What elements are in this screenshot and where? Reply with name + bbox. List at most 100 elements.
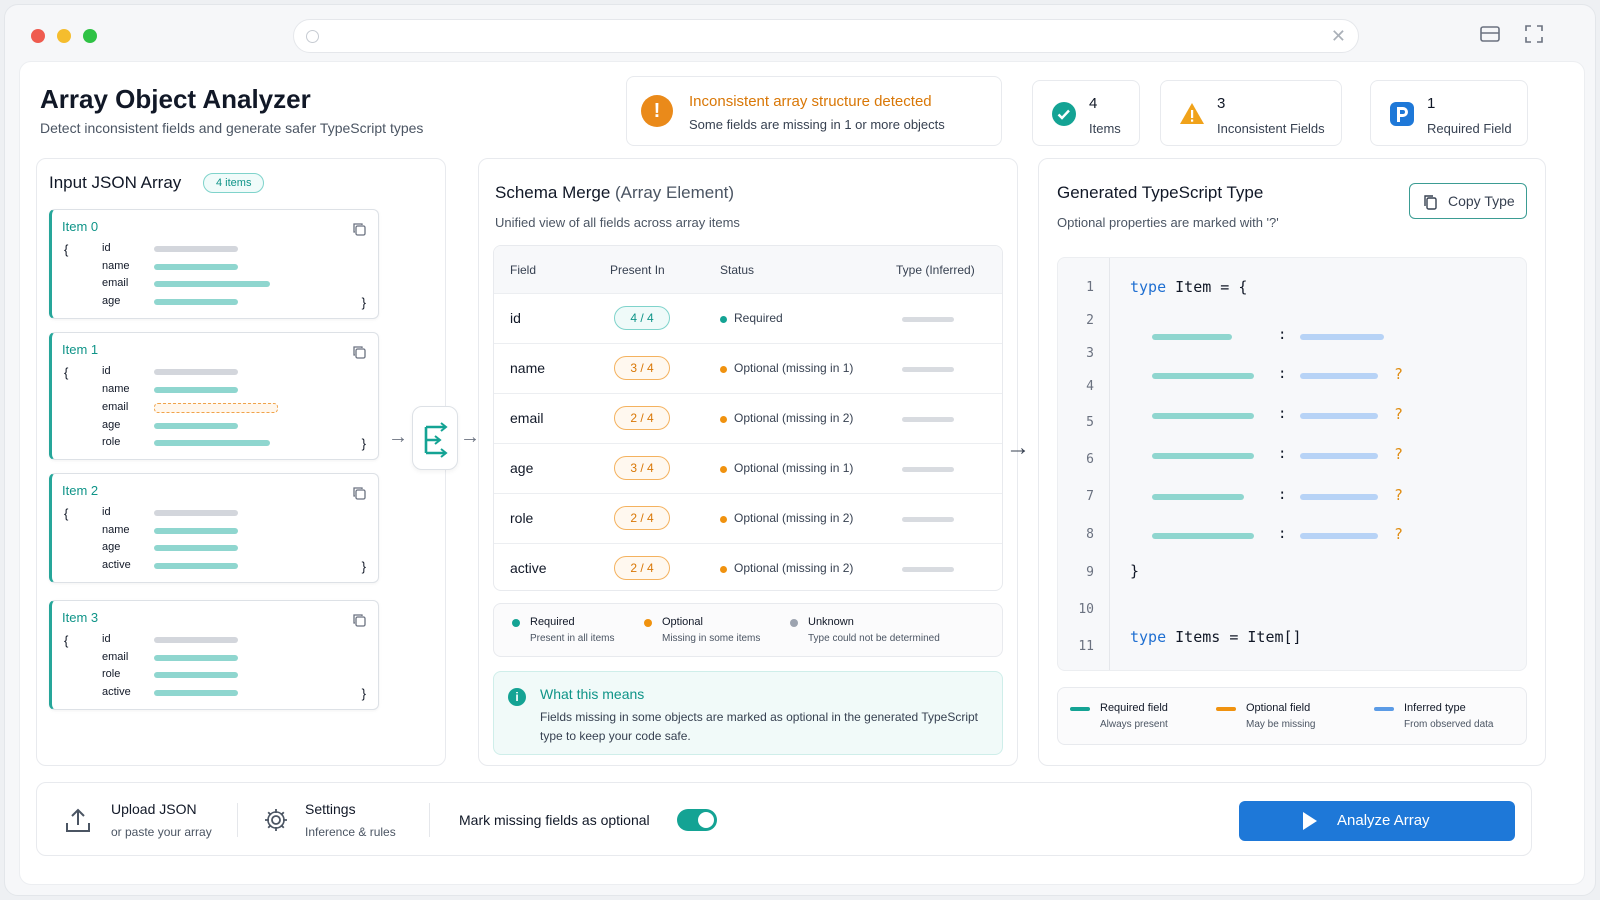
status-text: Optional (missing in 2)	[734, 511, 854, 525]
stat-inconsistent-fields: 3 Inconsistent Fields	[1160, 80, 1342, 146]
property-key-bar	[1152, 373, 1254, 379]
property-key-bar	[1152, 533, 1254, 539]
upload-json-button[interactable]: Upload JSON	[111, 801, 197, 817]
json-item-card[interactable]: Item 3 { id email role active }	[49, 600, 379, 710]
stat-value: 1	[1427, 95, 1436, 112]
table-row[interactable]: email 2 / 4 Optional (missing in 2)	[494, 394, 1002, 444]
field-key: email	[102, 651, 129, 663]
mark-optional-toggle[interactable]	[677, 809, 717, 831]
settings-hint: Inference & rules	[305, 825, 396, 839]
copy-icon[interactable]	[352, 613, 366, 627]
field-key: name	[102, 524, 130, 536]
optional-dot	[720, 416, 727, 423]
item-label: Item 0	[62, 219, 99, 234]
app-window: ✕ Array Object Analyzer Detect inconsist…	[4, 4, 1596, 896]
field-key: email	[102, 277, 129, 289]
tree-merge-icon	[424, 422, 448, 458]
optional-line	[1216, 707, 1236, 711]
alert-message: Some fields are missing in 1 or more obj…	[689, 117, 945, 132]
stat-required-field: 1 Required Field	[1370, 80, 1528, 146]
table-row[interactable]: age 3 / 4 Optional (missing in 1)	[494, 444, 1002, 494]
field-name: age	[510, 460, 534, 476]
schema-subtitle: Unified view of all fields across array …	[495, 215, 740, 230]
table-row[interactable]: role 2 / 4 Optional (missing in 2)	[494, 494, 1002, 544]
info-callout: i What this means Fields missing in some…	[493, 671, 1003, 755]
analyze-array-button[interactable]: Analyze Array	[1239, 801, 1515, 841]
value-bar	[154, 528, 238, 534]
maximize-window-button[interactable]	[83, 29, 97, 43]
line-number: 7	[1086, 489, 1094, 504]
value-bar	[154, 246, 238, 252]
presence-badge: 2 / 4	[614, 406, 670, 430]
copy-icon	[1424, 195, 1437, 210]
check-circle-icon	[1052, 102, 1076, 126]
line-gutter: 1 2 3 4 5 6 7 8 9 10 11	[1058, 258, 1110, 670]
info-title: What this means	[540, 686, 645, 702]
line-number: 3	[1086, 346, 1094, 361]
arrow-right-icon: →	[460, 426, 480, 448]
fullscreen-icon[interactable]	[1523, 23, 1545, 45]
legend-desc: Present in all items	[530, 633, 615, 644]
value-bar	[154, 510, 238, 516]
copy-icon[interactable]	[352, 222, 366, 236]
property-type-bar	[1300, 453, 1378, 459]
json-item-card[interactable]: Item 1 { id name email age role }	[49, 332, 379, 460]
field-key: name	[102, 260, 130, 272]
property-type-bar	[1300, 533, 1378, 539]
schema-title-suffix: (Array Element)	[615, 183, 735, 202]
presence-badge: 4 / 4	[614, 306, 670, 330]
merge-icon	[412, 406, 458, 470]
line-number: 11	[1078, 639, 1094, 654]
type-legend: Required field Always present Optional f…	[1057, 687, 1527, 745]
required-icon	[1390, 102, 1414, 126]
copy-type-button[interactable]: Copy Type	[1409, 183, 1527, 219]
json-item-card[interactable]: Item 0 { id name email age }	[49, 209, 379, 319]
bottom-action-bar: Upload JSON or paste your array Settings…	[36, 782, 1532, 856]
legend-title: Inferred type	[1404, 702, 1466, 714]
address-bar[interactable]: ✕	[293, 19, 1359, 53]
table-row[interactable]: active 2 / 4 Optional (missing in 2)	[494, 544, 1002, 590]
code-block[interactable]: 1 2 3 4 5 6 7 8 9 10 11 type Item = { :	[1057, 257, 1527, 671]
stat-value: 4	[1089, 95, 1098, 112]
line-number: 8	[1086, 527, 1094, 542]
schema-table: Field Present In Status Type (Inferred) …	[493, 245, 1003, 591]
optional-dot	[720, 466, 727, 473]
optional-mark: ?	[1394, 445, 1404, 463]
minimize-window-button[interactable]	[57, 29, 71, 43]
required-line	[1070, 707, 1090, 711]
info-text: Fields missing in some objects are marke…	[540, 710, 979, 743]
optional-dot	[720, 366, 727, 373]
address-circle-icon	[306, 30, 319, 43]
code-text: Items = Item[]	[1166, 628, 1302, 646]
presence-badge: 3 / 4	[614, 356, 670, 380]
copy-icon[interactable]	[352, 345, 366, 359]
line-number: 9	[1086, 565, 1094, 580]
code-line-type-items: type Items = Item[]	[1130, 628, 1302, 646]
settings-button[interactable]: Settings	[305, 801, 356, 817]
column-header: Present In	[610, 263, 665, 277]
arrow-right-icon: →	[388, 426, 408, 448]
inferred-line	[1374, 707, 1394, 711]
clear-address-icon[interactable]: ✕	[1330, 26, 1346, 46]
status-text: Required	[734, 311, 783, 325]
item-label: Item 2	[62, 483, 99, 498]
field-key: role	[102, 668, 121, 680]
legend-desc: Missing in some items	[662, 633, 761, 644]
upload-icon[interactable]	[63, 805, 93, 835]
status-text: Optional (missing in 2)	[734, 411, 854, 425]
presence-badge: 3 / 4	[614, 456, 670, 480]
typescript-title: Generated TypeScript Type	[1057, 183, 1264, 202]
sidebar-toggle-icon[interactable]	[1479, 23, 1501, 45]
table-row[interactable]: name 3 / 4 Optional (missing in 1)	[494, 344, 1002, 394]
close-window-button[interactable]	[31, 29, 45, 43]
input-panel-title: Input JSON Array	[49, 173, 182, 192]
gear-icon[interactable]	[261, 805, 291, 835]
json-item-card[interactable]: Item 2 { id name age active }	[49, 473, 379, 583]
table-row[interactable]: id 4 / 4 Required	[494, 294, 1002, 344]
value-bar	[154, 281, 270, 287]
optional-dot	[720, 566, 727, 573]
copy-icon[interactable]	[352, 486, 366, 500]
stat-label: Items	[1089, 121, 1121, 136]
open-brace: {	[64, 365, 69, 380]
required-dot	[512, 619, 520, 627]
